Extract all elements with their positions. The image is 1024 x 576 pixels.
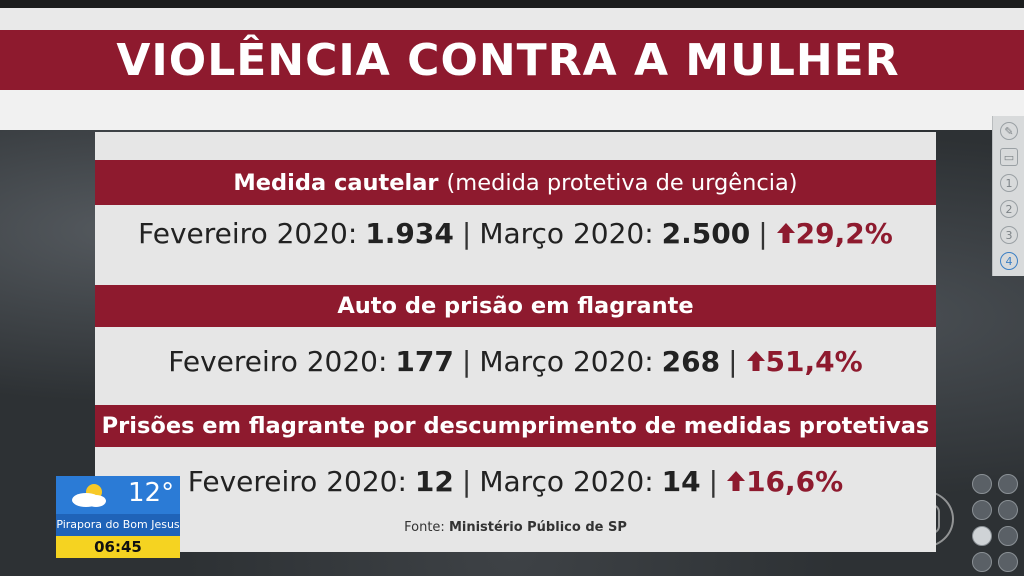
mar-value: 2.500 bbox=[661, 216, 751, 250]
source-credit: Fonte: Ministério Público de SP bbox=[95, 520, 936, 535]
feb-label: Fevereiro 2020: bbox=[138, 216, 358, 250]
globe-icon[interactable] bbox=[998, 552, 1018, 572]
screen-icon[interactable]: ▭ bbox=[1000, 148, 1018, 166]
section-heading-3: Prisões em flagrante por descumprimento … bbox=[95, 405, 936, 447]
arrow-up-icon bbox=[727, 471, 746, 491]
alert-icon[interactable] bbox=[972, 500, 992, 520]
section-heading-2: Auto de prisão em flagrante bbox=[95, 285, 936, 327]
section-values-2: Fevereiro 2020: 177 | Março 2020: 268 | … bbox=[95, 338, 936, 384]
side-toolbar: ✎ ▭ 1 2 3 4 bbox=[992, 116, 1024, 276]
section-values-1: Fevereiro 2020: 1.934 | Março 2020: 2.50… bbox=[95, 210, 936, 256]
change-percent: 16,6% bbox=[726, 465, 843, 498]
feb-value: 177 bbox=[395, 344, 454, 378]
section-heading-1: Medida cautelar (medida protetiva de urg… bbox=[95, 160, 936, 205]
mar-label: Março 2020: bbox=[479, 464, 654, 498]
change-value: 29,2% bbox=[795, 216, 893, 250]
separator: | bbox=[461, 344, 472, 378]
weather-temperature: 12° bbox=[128, 478, 175, 508]
separator: | bbox=[461, 464, 472, 498]
share-icon[interactable] bbox=[998, 526, 1018, 546]
top-band bbox=[0, 8, 1024, 30]
change-percent: 51,4% bbox=[746, 345, 863, 378]
mar-value: 268 bbox=[661, 344, 721, 378]
section-heading-bold: Prisões em flagrante por descumprimento … bbox=[101, 413, 930, 439]
feb-label: Fevereiro 2020: bbox=[168, 344, 388, 378]
toolbar-step-1[interactable]: 1 bbox=[1000, 174, 1018, 192]
arrow-up-icon bbox=[746, 351, 765, 371]
section-heading-bold: Auto de prisão em flagrante bbox=[337, 293, 694, 319]
toolbar-step-4[interactable]: 4 bbox=[1000, 252, 1018, 270]
weather-city: Pirapora do Bom Jesus bbox=[56, 514, 180, 536]
section-values-3: Fevereiro 2020: 12 | Março 2020: 14 | 16… bbox=[95, 458, 936, 504]
title-underline-band bbox=[0, 90, 1024, 130]
settings-icon[interactable] bbox=[972, 526, 992, 546]
mar-label: Março 2020: bbox=[479, 216, 654, 250]
source-name: Ministério Público de SP bbox=[448, 520, 627, 535]
logo-inner bbox=[906, 504, 940, 534]
section-heading-bold: Medida cautelar bbox=[233, 169, 439, 196]
toolbar-step-3[interactable]: 3 bbox=[1000, 226, 1018, 244]
info-icon[interactable] bbox=[972, 474, 992, 494]
change-percent: 29,2% bbox=[776, 217, 893, 250]
mar-label: Março 2020: bbox=[479, 344, 654, 378]
bottom-right-controls bbox=[970, 472, 1024, 576]
separator: | bbox=[758, 216, 768, 250]
toolbar-step-2[interactable]: 2 bbox=[1000, 200, 1018, 218]
grid-icon[interactable] bbox=[972, 552, 992, 572]
change-value: 51,4% bbox=[765, 344, 863, 378]
weather-time: 06:45 bbox=[56, 536, 180, 558]
person-icon[interactable] bbox=[998, 500, 1018, 520]
weather-top: 12° bbox=[56, 476, 180, 514]
separator: | bbox=[728, 344, 738, 378]
pencil-icon[interactable]: ✎ bbox=[1000, 122, 1018, 140]
cloud-icon[interactable] bbox=[998, 474, 1018, 494]
broadcaster-logo bbox=[892, 490, 954, 548]
page-title: VIOLÊNCIA CONTRA A MULHER bbox=[0, 30, 1024, 90]
section-heading-light: (medida protetiva de urgência) bbox=[446, 169, 798, 196]
stats-panel: Medida cautelar (medida protetiva de urg… bbox=[95, 132, 936, 552]
feb-value: 12 bbox=[414, 464, 454, 498]
feb-label: Fevereiro 2020: bbox=[187, 464, 407, 498]
separator: | bbox=[708, 464, 719, 498]
weather-widget: 12° Pirapora do Bom Jesus 06:45 bbox=[56, 476, 180, 558]
mar-value: 14 bbox=[661, 464, 701, 498]
separator: | bbox=[461, 216, 472, 250]
top-strip bbox=[0, 0, 1024, 8]
change-value: 16,6% bbox=[746, 464, 844, 498]
feb-value: 1.934 bbox=[365, 216, 454, 250]
source-label: Fonte: bbox=[404, 520, 445, 535]
arrow-up-icon bbox=[776, 223, 795, 243]
partly-cloudy-icon bbox=[72, 484, 106, 507]
